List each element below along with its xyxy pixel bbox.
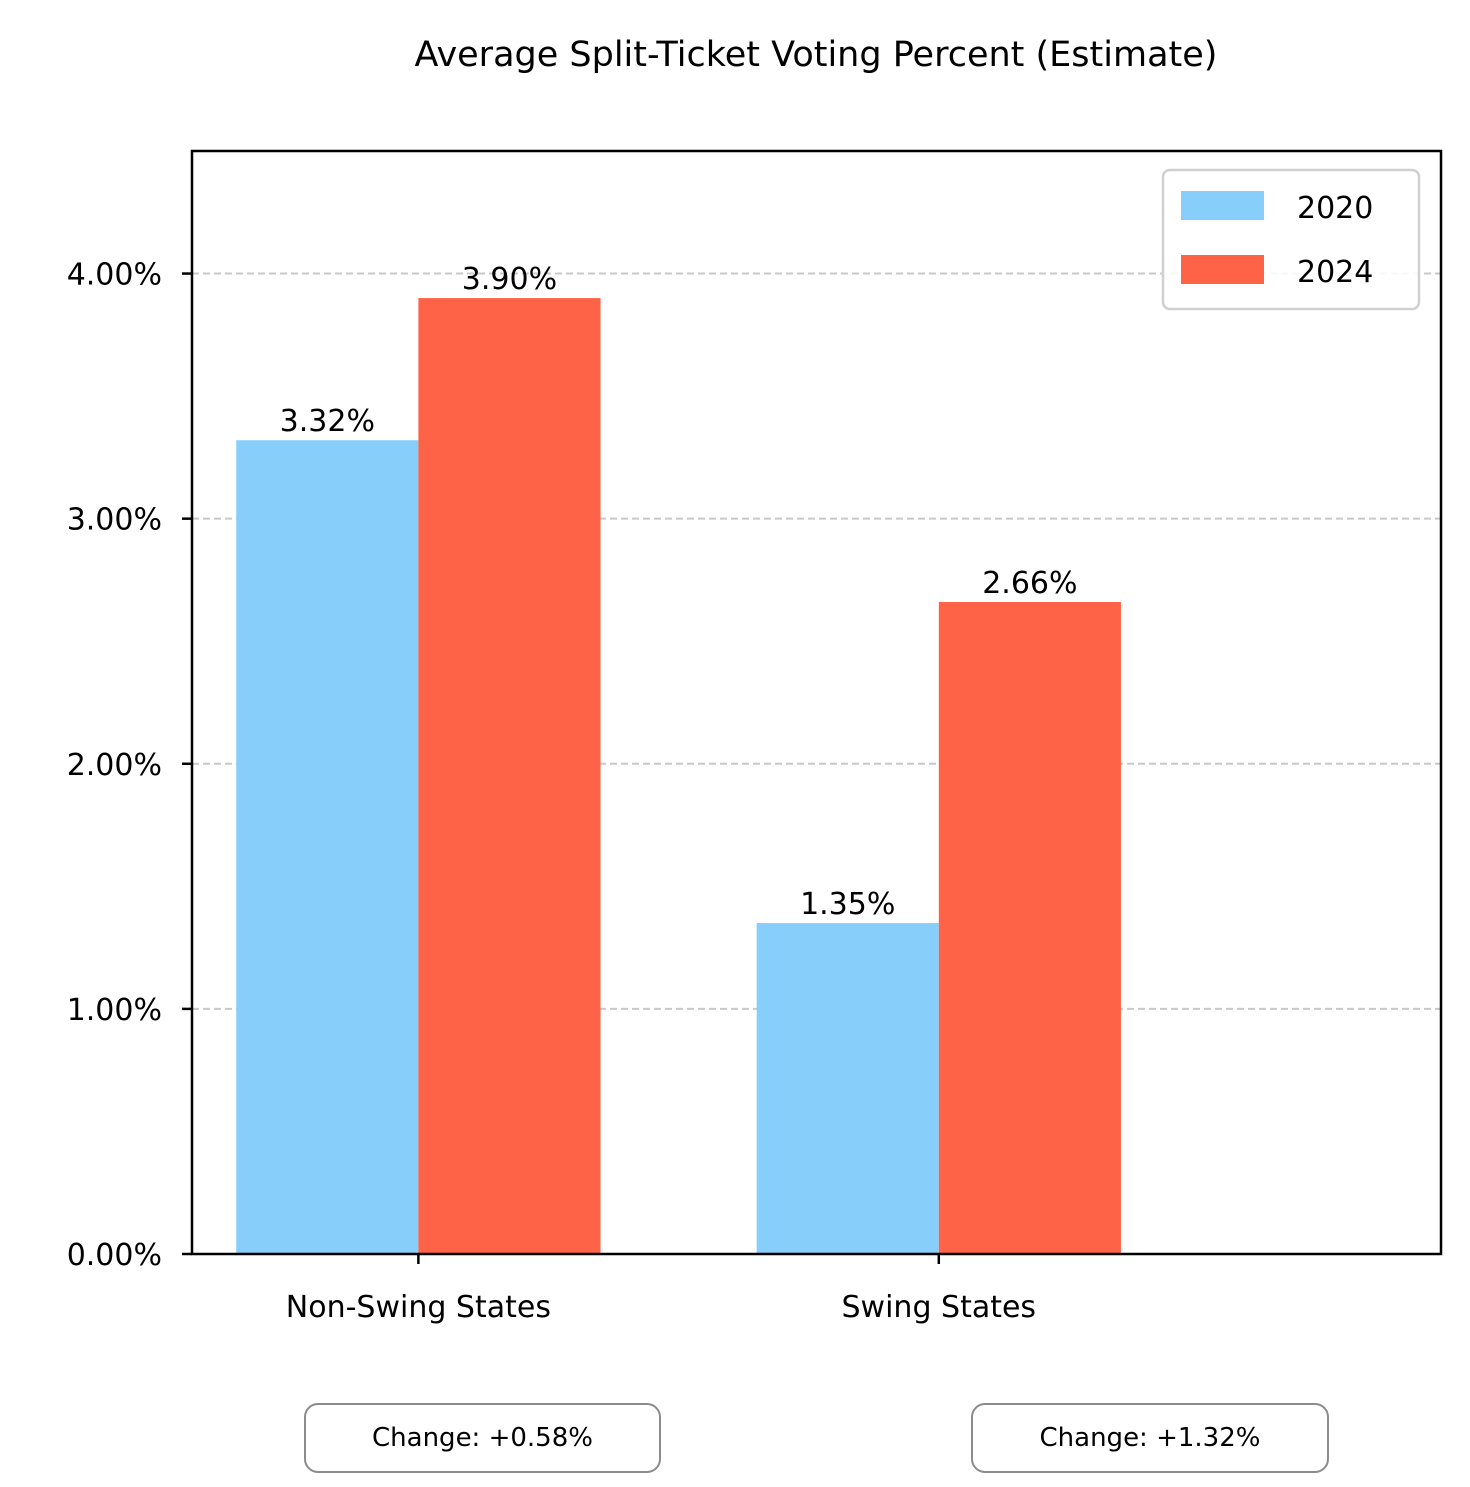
y-axis: 0.00% 1.00% 2.00% 3.00% 4.00% <box>67 258 192 1273</box>
bar-2020-1 <box>756 923 939 1254</box>
legend-swatch-2024 <box>1181 255 1264 284</box>
bar-2020-0 <box>236 440 419 1255</box>
bar-value-labels: 3.32% 3.90% 1.35% 2.66% <box>280 262 1078 922</box>
chart-title: Average Split-Ticket Voting Percent (Est… <box>415 35 1218 75</box>
legend-label-2020: 2020 <box>1297 191 1373 226</box>
plot-frame <box>190 149 1443 1256</box>
bar-value-label: 2.66% <box>982 566 1077 601</box>
x-tick-label: Non-Swing States <box>286 1290 551 1325</box>
y-tick-label: 0.00% <box>67 1238 162 1273</box>
change-annotation-swing: Change: +1.32% <box>971 1403 1329 1473</box>
bar-value-label: 1.35% <box>800 887 895 922</box>
bar-value-label: 3.90% <box>462 262 557 297</box>
x-axis: Non-Swing States Swing States <box>286 1254 1036 1325</box>
y-tick-label: 1.00% <box>67 993 162 1028</box>
legend-label-2024: 2024 <box>1297 255 1373 290</box>
bar-value-label: 3.32% <box>280 404 375 439</box>
legend-swatch-2020 <box>1181 191 1264 220</box>
x-tick-label: Swing States <box>842 1290 1037 1325</box>
legend: 2020 2024 <box>1161 168 1421 311</box>
y-tick-label: 2.00% <box>67 748 162 783</box>
bar-2024-1 <box>938 602 1121 1254</box>
bars <box>236 298 1121 1255</box>
legend-box <box>1161 168 1421 311</box>
bar-2024-0 <box>418 298 601 1255</box>
y-tick-label: 4.00% <box>67 258 162 293</box>
change-annotation-non-swing: Change: +0.58% <box>304 1403 661 1473</box>
y-tick-label: 3.00% <box>67 503 162 538</box>
